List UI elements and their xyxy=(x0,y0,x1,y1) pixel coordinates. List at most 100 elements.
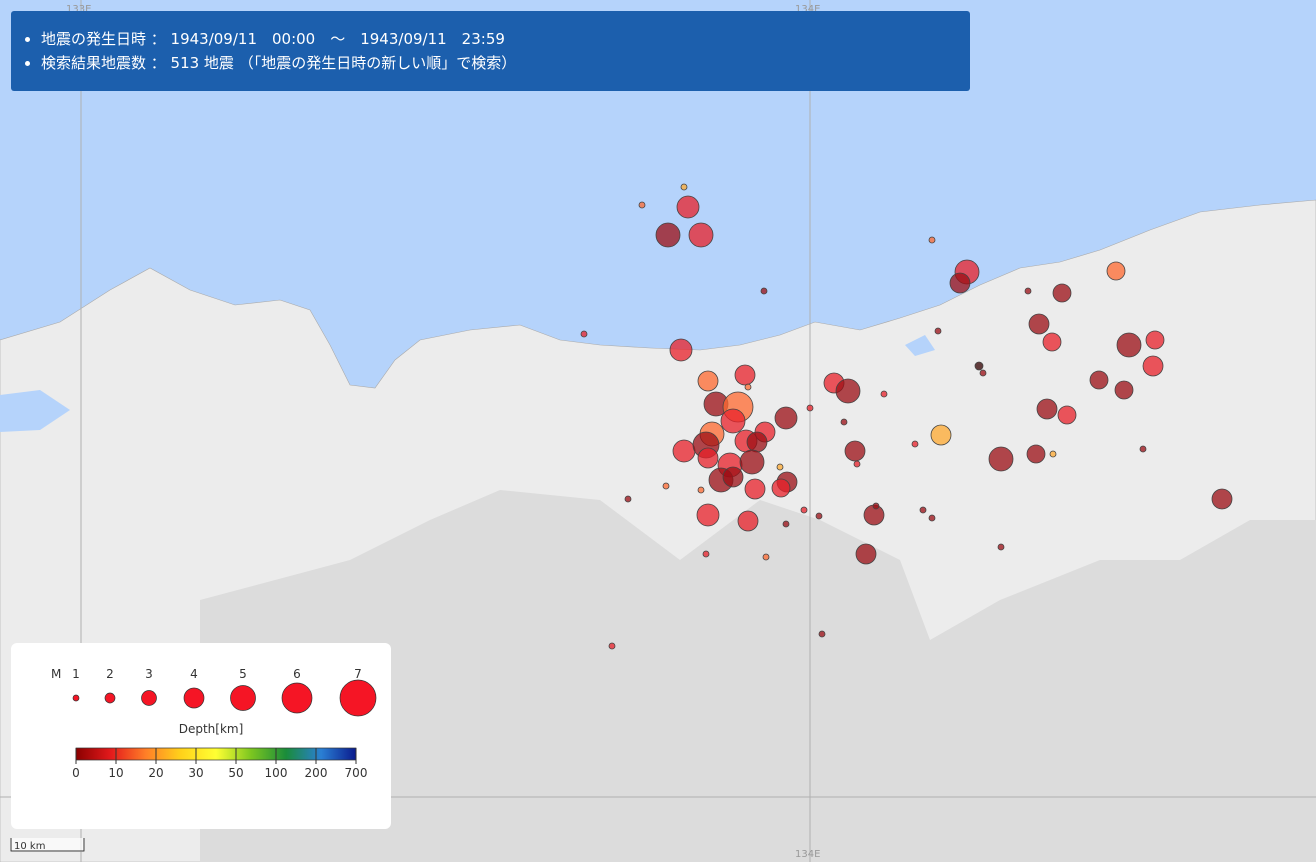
earthquake xyxy=(934,327,942,335)
earthquake xyxy=(744,383,752,391)
earthquake xyxy=(835,378,861,404)
earthquake xyxy=(1145,330,1165,350)
magnitude-value: 6 xyxy=(293,667,301,681)
earthquake xyxy=(928,514,936,522)
earthquake xyxy=(760,287,768,295)
magnitude-symbol xyxy=(230,685,256,711)
earthquake xyxy=(774,406,798,430)
search-summary: 地震の発生日時 ： 1943/09/11 00:00 ～ 1943/09/11 … xyxy=(11,11,970,91)
earthquake xyxy=(746,431,768,453)
earthquake xyxy=(840,418,848,426)
earthquake xyxy=(697,486,705,494)
earthquake xyxy=(662,482,670,490)
earthquake xyxy=(720,408,746,434)
magnitude-value: 7 xyxy=(354,667,362,681)
magnitude-symbol xyxy=(281,682,313,714)
earthquake xyxy=(722,466,744,488)
earthquake xyxy=(1057,405,1077,425)
magnitude-symbol xyxy=(339,679,377,717)
magnitude-value: 3 xyxy=(145,667,153,681)
earthquake xyxy=(696,503,720,527)
earthquake xyxy=(911,440,919,448)
earthquake xyxy=(676,195,700,219)
earthquake xyxy=(979,369,987,377)
earthquake xyxy=(1114,380,1134,400)
earthquake xyxy=(806,404,814,412)
depth-value: 10 xyxy=(108,766,123,780)
earthquake xyxy=(697,370,719,392)
magnitude-symbol xyxy=(183,687,205,709)
magnitude-value: 5 xyxy=(239,667,247,681)
earthquake xyxy=(949,272,971,294)
earthquake xyxy=(776,463,784,471)
earthquake xyxy=(1042,332,1062,352)
earthquake xyxy=(1139,445,1147,453)
earthquake xyxy=(844,440,866,462)
earthquake xyxy=(1026,444,1046,464)
earthquake xyxy=(800,506,808,514)
earthquake xyxy=(638,201,646,209)
depth-value: 700 xyxy=(345,766,368,780)
earthquake xyxy=(1036,398,1058,420)
earthquake xyxy=(672,439,696,463)
summary-line: 地震の発生日時 ： 1943/09/11 00:00 ～ 1943/09/11 … xyxy=(41,27,970,51)
lake xyxy=(905,335,935,356)
grid-label: 134E xyxy=(795,4,820,15)
earthquake xyxy=(1116,332,1142,358)
magnitude-symbol xyxy=(104,692,116,704)
earthquake xyxy=(815,512,823,520)
earthquake xyxy=(1106,261,1126,281)
earthquake xyxy=(771,478,791,498)
earthquake xyxy=(734,364,756,386)
earthquake xyxy=(782,520,790,528)
lagoon xyxy=(0,390,70,432)
magnitude-value: 2 xyxy=(106,667,114,681)
earthquake xyxy=(988,446,1014,472)
depth-value: 0 xyxy=(72,766,80,780)
earthquake xyxy=(919,506,927,514)
grid-label: 134E xyxy=(795,849,820,860)
earthquake xyxy=(880,390,888,398)
earthquake xyxy=(688,222,714,248)
magnitude-symbol xyxy=(72,694,80,702)
depth-label: Depth[km] xyxy=(179,722,244,736)
earthquake xyxy=(1089,370,1109,390)
earthquake xyxy=(1049,450,1057,458)
earthquake xyxy=(680,183,688,191)
magnitude-symbol xyxy=(141,690,157,706)
earthquake xyxy=(737,510,759,532)
depth-value: 20 xyxy=(148,766,163,780)
magnitude-value: 4 xyxy=(190,667,198,681)
magnitude-label: M xyxy=(51,667,61,681)
earthquake xyxy=(997,543,1005,551)
depth-value: 200 xyxy=(305,766,328,780)
earthquake xyxy=(739,449,765,475)
earthquake xyxy=(818,630,826,638)
earthquake xyxy=(762,553,770,561)
earthquakes xyxy=(580,183,1233,650)
earthquake xyxy=(744,478,766,500)
earthquake xyxy=(702,550,710,558)
earthquake xyxy=(974,361,984,371)
earthquake xyxy=(697,447,719,469)
earthquake xyxy=(624,495,632,503)
earthquake xyxy=(1024,287,1032,295)
earthquake xyxy=(655,222,681,248)
earthquake xyxy=(930,424,952,446)
earthquake xyxy=(855,543,877,565)
depth-value: 50 xyxy=(228,766,243,780)
earthquake xyxy=(580,330,588,338)
earthquake xyxy=(1028,313,1050,335)
depth-scale xyxy=(75,747,357,761)
earthquake xyxy=(1142,355,1164,377)
legend-graphic: M Depth[km] 1 2 3 4 5 6 7 0 10 20 30 50 100 200 700 xyxy=(51,667,377,780)
earthquake xyxy=(1052,283,1072,303)
scale-bar xyxy=(10,838,85,852)
earthquake xyxy=(872,502,880,510)
scale-bg xyxy=(10,838,85,852)
depth-value: 30 xyxy=(188,766,203,780)
depth-value: 100 xyxy=(265,766,288,780)
earthquake xyxy=(1211,488,1233,510)
scale-label: 10 km xyxy=(14,841,45,852)
